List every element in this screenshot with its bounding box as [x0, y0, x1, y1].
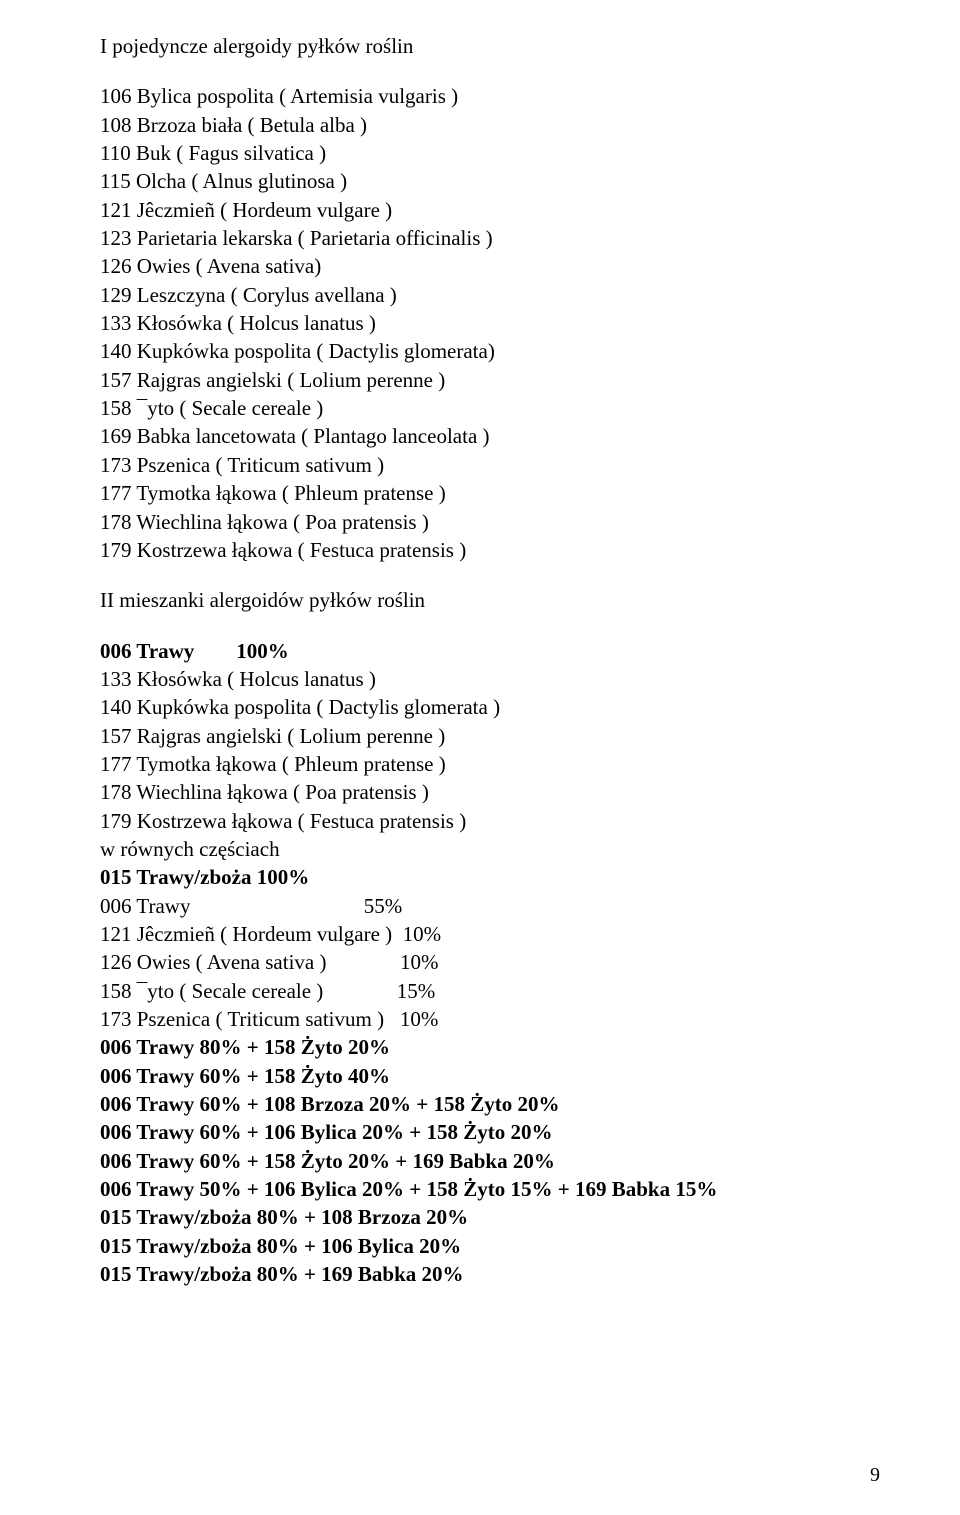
- list-item: 140 Kupkówka pospolita ( Dactylis glomer…: [100, 337, 880, 365]
- list-item: 015 Trawy/zboża 80% + 169 Babka 20%: [100, 1260, 880, 1288]
- list-item: 006 Trawy 60% + 108 Brzoza 20% + 158 Żyt…: [100, 1090, 880, 1118]
- list-item: 133 Kłosówka ( Holcus lanatus ): [100, 665, 880, 693]
- list-item: 178 Wiechlina łąkowa ( Poa pratensis ): [100, 778, 880, 806]
- list-item: 121 Jêczmieñ ( Hordeum vulgare ) 10%: [100, 920, 880, 948]
- section-1-list: 106 Bylica pospolita ( Artemisia vulgari…: [100, 82, 880, 564]
- list-item: 157 Rajgras angielski ( Lolium perenne ): [100, 366, 880, 394]
- list-item: 121 Jêczmieñ ( Hordeum vulgare ): [100, 196, 880, 224]
- page-number: 9: [870, 1464, 880, 1487]
- list-item: 110 Buk ( Fagus silvatica ): [100, 139, 880, 167]
- list-item: 015 Trawy/zboża 80% + 106 Bylica 20%: [100, 1232, 880, 1260]
- trawy-header: 006 Trawy 100%: [100, 637, 880, 665]
- list-item: 006 Trawy 60% + 158 Żyto 40%: [100, 1062, 880, 1090]
- list-item: 140 Kupkówka pospolita ( Dactylis glomer…: [100, 693, 880, 721]
- list-item: 115 Olcha ( Alnus glutinosa ): [100, 167, 880, 195]
- list-item: 126 Owies ( Avena sativa): [100, 252, 880, 280]
- section-1-title: I pojedyncze alergoidy pyłków roślin: [100, 32, 880, 60]
- list-item: 173 Pszenica ( Triticum sativum ) 10%: [100, 1005, 880, 1033]
- list-item: 157 Rajgras angielski ( Lolium perenne ): [100, 722, 880, 750]
- list-item: 177 Tymotka łąkowa ( Phleum pratense ): [100, 750, 880, 778]
- list-item: 173 Pszenica ( Triticum sativum ): [100, 451, 880, 479]
- list-item: w równych częściach: [100, 835, 880, 863]
- list-item: 006 Trawy 60% + 158 Żyto 20% + 169 Babka…: [100, 1147, 880, 1175]
- list-item: 177 Tymotka łąkowa ( Phleum pratense ): [100, 479, 880, 507]
- section-2-title: II mieszanki alergoidów pyłków roślin: [100, 586, 880, 614]
- list-item: 123 Parietaria lekarska ( Parietaria off…: [100, 224, 880, 252]
- list-item: 006 Trawy 50% + 106 Bylica 20% + 158 Żyt…: [100, 1175, 880, 1203]
- mix-list: 015 Trawy/zboża 100%006 Trawy 55%121 Jêc…: [100, 863, 880, 1288]
- list-item: 179 Kostrzewa łąkowa ( Festuca pratensis…: [100, 536, 880, 564]
- list-item: 106 Bylica pospolita ( Artemisia vulgari…: [100, 82, 880, 110]
- list-item: 015 Trawy/zboża 100%: [100, 863, 880, 891]
- list-item: 006 Trawy 60% + 106 Bylica 20% + 158 Żyt…: [100, 1118, 880, 1146]
- list-item: 169 Babka lancetowata ( Plantago lanceol…: [100, 422, 880, 450]
- list-item: 158 ¯yto ( Secale cereale ): [100, 394, 880, 422]
- list-item: 158 ¯yto ( Secale cereale ) 15%: [100, 977, 880, 1005]
- list-item: 133 Kłosówka ( Holcus lanatus ): [100, 309, 880, 337]
- list-item: 015 Trawy/zboża 80% + 108 Brzoza 20%: [100, 1203, 880, 1231]
- list-item: 129 Leszczyna ( Corylus avellana ): [100, 281, 880, 309]
- list-item: 178 Wiechlina łąkowa ( Poa pratensis ): [100, 508, 880, 536]
- list-item: 006 Trawy 55%: [100, 892, 880, 920]
- list-item: 108 Brzoza biała ( Betula alba ): [100, 111, 880, 139]
- trawy-list: 133 Kłosówka ( Holcus lanatus )140 Kupkó…: [100, 665, 880, 863]
- list-item: 179 Kostrzewa łąkowa ( Festuca pratensis…: [100, 807, 880, 835]
- list-item: 126 Owies ( Avena sativa ) 10%: [100, 948, 880, 976]
- list-item: 006 Trawy 80% + 158 Żyto 20%: [100, 1033, 880, 1061]
